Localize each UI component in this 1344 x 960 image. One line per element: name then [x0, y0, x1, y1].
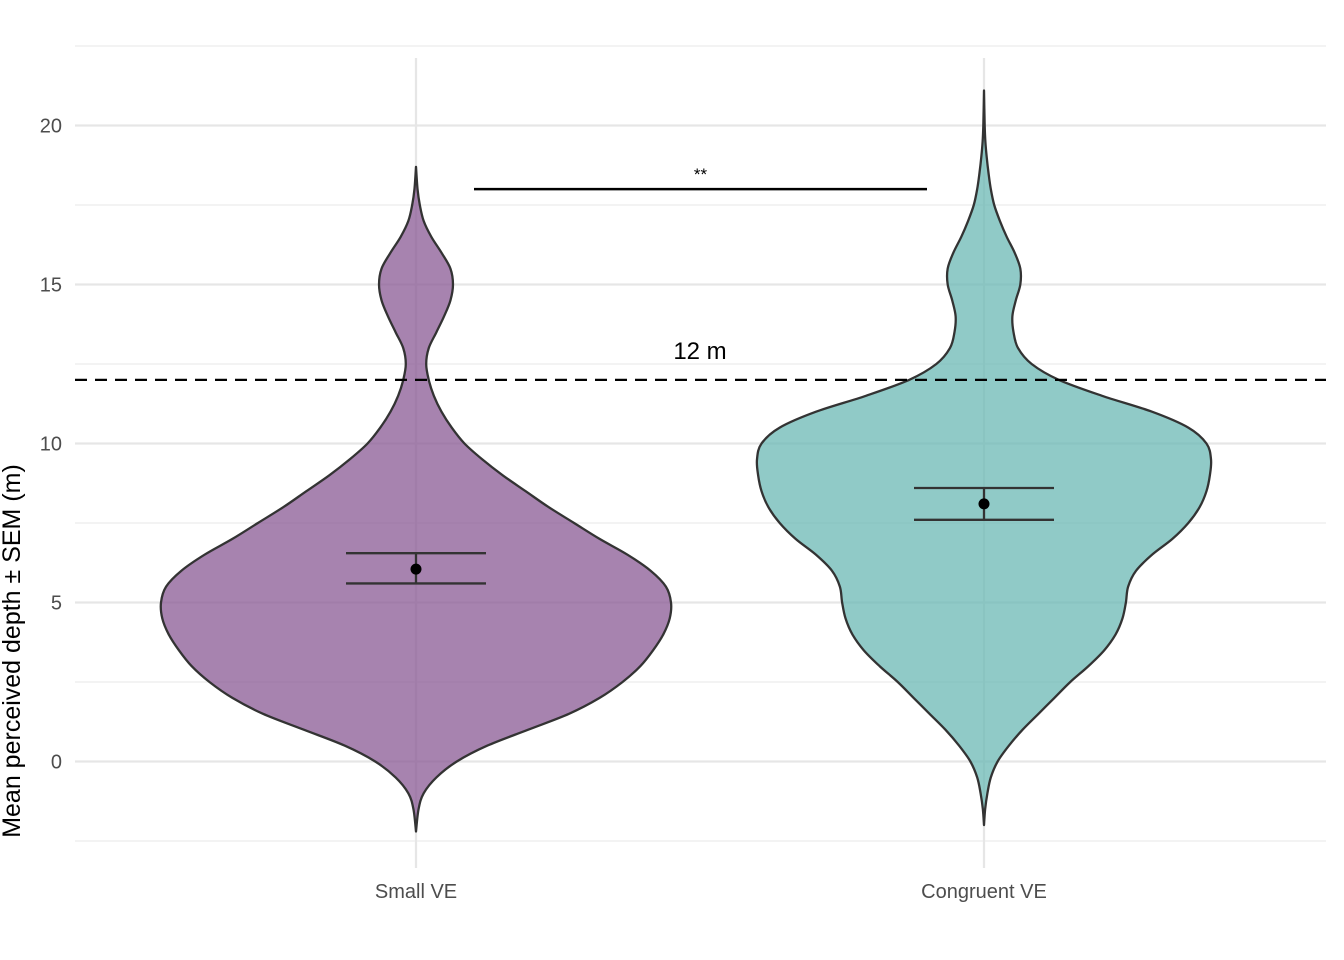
- significance-annotation: **: [474, 165, 927, 191]
- x-tick-labels: Small VE Congruent VE: [375, 881, 1047, 903]
- y-tick-label: 10: [40, 434, 62, 456]
- mean-point: [978, 498, 990, 510]
- mean-point: [410, 563, 422, 575]
- y-tick-label: 5: [51, 593, 62, 615]
- x-tick-label: Congruent VE: [921, 881, 1047, 903]
- y-tick-label: 15: [40, 275, 62, 297]
- y-tick-label: 0: [51, 752, 62, 774]
- error-bars: [346, 486, 1054, 585]
- y-tick-labels: 0 5 10 15 20: [40, 116, 62, 774]
- significance-stars: **: [694, 165, 708, 184]
- violins: [159, 89, 1213, 833]
- reference-line-group: 12 m: [75, 338, 1326, 381]
- violin-small-ve: [159, 165, 673, 833]
- violin-congruent-ve: [755, 89, 1213, 827]
- x-tick-label: Small VE: [375, 881, 457, 903]
- y-axis-title: Mean perceived depth ± SEM (m): [0, 464, 26, 838]
- y-tick-label: 20: [40, 116, 62, 138]
- reference-line-label: 12 m: [673, 338, 726, 365]
